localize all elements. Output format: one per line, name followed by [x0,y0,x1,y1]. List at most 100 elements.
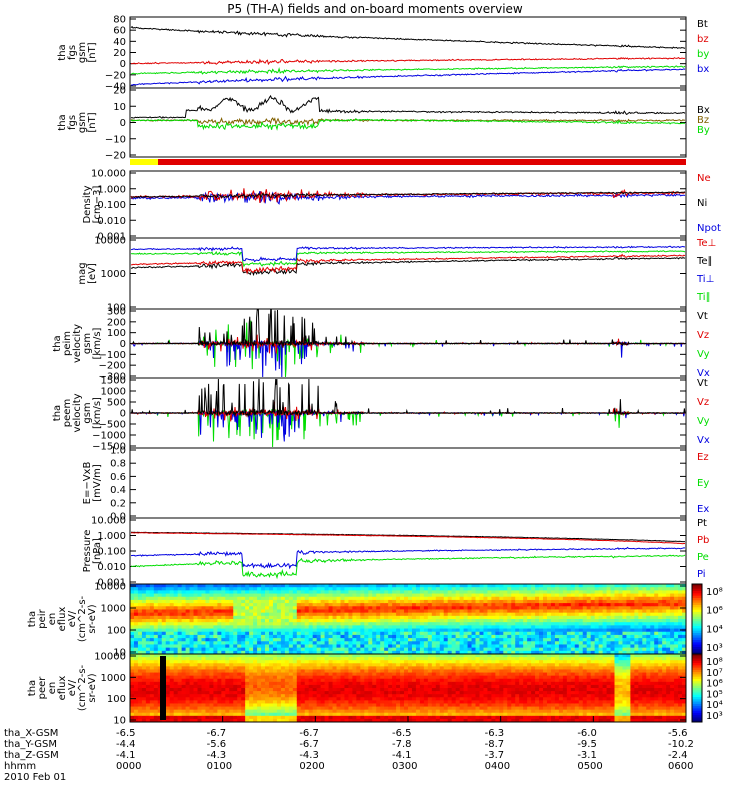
spectrogram-cell [364,599,369,604]
spectrogram-cell [463,625,469,630]
ytick-label: 1.0 [110,446,126,457]
spectrogram-cell [427,609,433,614]
spectrogram-cell [586,625,592,630]
spectrogram-cell [408,644,413,649]
spectrogram-cell [177,688,183,692]
spectrogram-cell [666,612,671,617]
spectrogram-cell [642,628,647,633]
spectrogram-cell [137,638,143,642]
spectrogram-cell [288,657,294,661]
spectrogram-cell [396,638,401,642]
spectrogram-cell [626,587,631,591]
spectrogram-cell [602,638,608,642]
spectrogram-cell [189,666,195,670]
spectrogram-cell [241,650,246,655]
spectrogram-cell [376,709,381,714]
spectrogram-cell [312,672,318,677]
spectrogram-cell [610,650,616,655]
spectrogram-cell [205,672,210,677]
series-Ti⊥ [130,245,685,263]
spectrogram-cell [554,612,560,617]
spectrogram-cell [483,596,488,601]
spectrogram-cell [622,603,627,607]
spectrogram-cell [396,654,401,658]
spectrogram-cell [221,641,226,645]
spectrogram-cell [249,593,254,598]
spectrogram-cell [594,622,600,626]
spectrogram-cell [360,657,365,661]
spectrogram-cell [137,603,143,607]
spectrogram-cell [400,718,405,723]
spectrogram-cell [265,703,270,708]
spectrogram-cell [487,631,492,636]
spectrogram-cell [606,587,612,591]
spectrogram-cell [245,691,250,695]
spectrogram-cell [296,625,302,630]
spectrogram-cell [237,688,242,692]
spectrogram-cell [221,603,226,607]
spectrogram-cell [527,631,532,636]
spectrogram-cell [411,691,417,695]
spectrogram-cell [396,706,401,711]
spectrogram-cell [141,647,147,652]
spectrogram-cell [650,631,655,636]
spectrogram-cell [376,660,381,664]
spectrogram-cell [217,634,222,639]
spectrogram-cell [384,712,389,717]
spectrogram-cell [130,694,135,698]
spectrogram-cell [574,625,580,630]
spectrogram-cell [161,593,167,598]
spectrogram-cell [423,628,429,633]
spectrogram-cell [225,684,230,689]
spectrogram-cell [543,638,548,642]
spectrogram-cell [153,647,159,652]
spectrogram-cell [499,587,504,591]
spectrogram-cell [423,584,429,588]
spectrogram-cell [352,684,357,689]
spectrogram-cell [491,587,496,591]
spectrogram-cell [221,644,226,649]
spectrogram-cell [638,612,643,617]
spectrogram-cell [463,606,469,610]
spectrogram-cell [411,669,417,674]
spectrogram-cell [205,628,210,633]
spectrogram-cell [245,619,250,623]
spectrogram-cell [352,703,357,708]
spectrogram-cell [237,587,242,591]
spectrogram-cell [241,638,246,642]
spectrogram-cell [241,609,246,614]
spectrogram-cell [153,712,159,717]
spectrogram-cell [463,609,469,614]
spectrogram-cell [356,663,361,667]
spectrogram-cell [670,615,675,620]
spectrogram-cell [527,638,532,642]
spectrogram-cell [173,678,179,683]
spectrogram-cell [173,641,179,645]
spectrogram-cell [332,650,338,655]
spectrogram-cell [578,644,584,649]
spectrogram-cell [280,681,286,686]
spectrogram-cell [141,712,147,717]
spectrogram-cell [209,593,214,598]
spectrogram-cell [543,631,548,636]
spectrogram-cell [169,628,175,633]
spectrogram-cell [590,625,596,630]
spectrogram-cell [682,619,687,623]
spectrogram-cell [217,587,222,591]
spectrogram-cell [276,647,282,652]
spectrogram-cell [519,650,524,655]
spectrogram-cell [209,625,214,630]
spectrogram-cell [368,703,373,708]
spectrogram-cell [658,634,663,639]
spectrogram-cell [165,599,171,604]
spectrogram-cell [308,706,314,711]
spectrogram-cell [408,675,413,680]
spectrogram-cell [384,615,389,620]
spectrogram-cell [638,587,643,591]
spectrogram-cell [320,615,326,620]
spectrogram-cell [396,657,401,661]
spectrogram-cell [296,691,302,695]
spectrogram-cell [554,628,560,633]
spectrogram-cell [360,631,365,636]
spectrogram-cell [550,638,556,642]
